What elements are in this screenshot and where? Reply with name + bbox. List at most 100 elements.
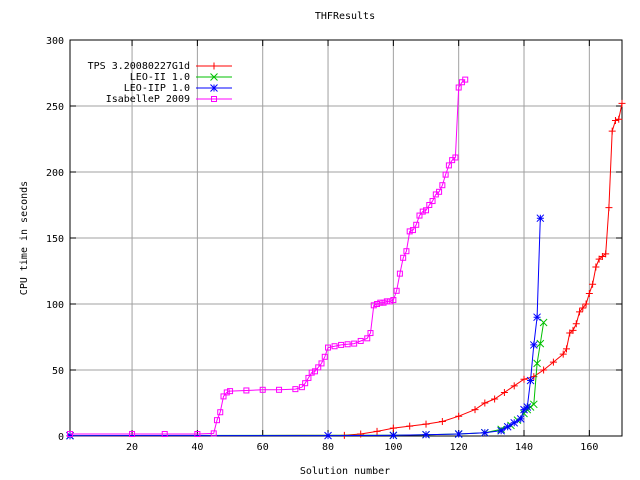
- data-point: [373, 427, 381, 435]
- data-point: [540, 366, 548, 374]
- data-point: [533, 359, 541, 368]
- data-point: [529, 341, 538, 349]
- data-point: [357, 337, 364, 344]
- data-point: [389, 424, 397, 432]
- data-point: [413, 221, 420, 228]
- tick-labels: 20 40 60 80 100 120 140 160 0 50 100 150 200 250 300: [46, 36, 598, 453]
- data-point: [455, 84, 462, 91]
- data-point: [539, 318, 548, 327]
- data-point: [305, 374, 312, 381]
- data-point: [523, 403, 532, 411]
- data-point: [559, 350, 567, 358]
- data-point: [516, 414, 525, 423]
- data-point: [503, 422, 512, 431]
- data-point: [618, 99, 626, 107]
- data-point: [67, 431, 73, 438]
- data-point: [592, 263, 600, 271]
- data-point: [419, 208, 426, 215]
- data-point: [423, 207, 430, 214]
- data-point: [585, 289, 593, 297]
- legend-entry: TPS 3.20080227G1d: [88, 61, 232, 72]
- data-point: [426, 202, 433, 208]
- data-point: [536, 339, 545, 348]
- legend-entry: LEO-II 1.0: [130, 72, 232, 83]
- data-point: [217, 409, 224, 416]
- data-point: [161, 431, 168, 438]
- data-point: [223, 389, 230, 396]
- data-point: [380, 299, 387, 306]
- data-point: [344, 341, 351, 348]
- legend-marker: [210, 73, 218, 81]
- data-point: [582, 300, 590, 308]
- x-tick-label: 100: [384, 442, 402, 453]
- data-point: [393, 287, 400, 294]
- data-point: [615, 115, 623, 123]
- data-point: [526, 376, 535, 385]
- data-point: [364, 335, 371, 342]
- data-point: [389, 431, 398, 440]
- x-tick-label: 20: [126, 442, 138, 453]
- y-tick-label: 200: [46, 168, 64, 179]
- data-point: [549, 358, 557, 366]
- data-point: [259, 386, 266, 393]
- data-point: [576, 308, 584, 316]
- data-point: [452, 154, 459, 161]
- data-point: [227, 388, 234, 395]
- data-point: [572, 320, 580, 328]
- data-point: [390, 297, 397, 304]
- data-point: [321, 353, 328, 360]
- data-point: [210, 430, 217, 437]
- x-tick-label: 160: [580, 442, 598, 453]
- data-point: [436, 188, 443, 195]
- chart-title: THFResults: [315, 11, 375, 22]
- data-point: [409, 227, 416, 234]
- data-point: [602, 250, 610, 258]
- data-point: [529, 400, 538, 409]
- data-point: [429, 198, 436, 205]
- legend-entry: LEO-IIP 1.0: [124, 83, 232, 94]
- data-point: [220, 393, 227, 400]
- data-point: [331, 343, 338, 350]
- data-point: [455, 412, 463, 420]
- data-point: [243, 387, 250, 394]
- data-point: [562, 345, 570, 353]
- data-point: [406, 422, 414, 430]
- data-point: [129, 431, 136, 438]
- data-point: [194, 431, 201, 438]
- x-tick-label: 80: [322, 442, 334, 453]
- data-point: [311, 368, 318, 375]
- data-point: [338, 341, 345, 348]
- x-axis-label: Solution number: [300, 466, 390, 477]
- data-point: [480, 428, 489, 437]
- data-point: [442, 171, 449, 178]
- legend-marker: [210, 62, 218, 70]
- data-point: [569, 326, 577, 334]
- data-point: [66, 431, 74, 440]
- data-point: [510, 382, 518, 390]
- series-3: [66, 214, 545, 440]
- data-point: [422, 420, 430, 428]
- data-point: [351, 340, 358, 347]
- legend-marker: [210, 84, 218, 92]
- data-point: [400, 254, 407, 261]
- y-tick-label: 300: [46, 36, 64, 47]
- x-tick-label: 40: [191, 442, 203, 453]
- data-point: [536, 214, 545, 223]
- series-line: [69, 218, 541, 437]
- legend-label: LEO-II 1.0: [130, 72, 190, 83]
- data-point: [325, 344, 332, 351]
- legend-label: LEO-IIP 1.0: [124, 83, 190, 94]
- data-point: [276, 386, 283, 393]
- data-point: [318, 360, 325, 367]
- data-point: [520, 375, 528, 383]
- data-point: [445, 162, 452, 169]
- data-point: [510, 418, 519, 427]
- data-point: [500, 388, 508, 396]
- data-point: [608, 127, 616, 135]
- data-point: [471, 406, 479, 414]
- x-tick-label: 140: [515, 442, 533, 453]
- legend-entry: IsabelleP 2009: [106, 94, 232, 105]
- data-point: [396, 270, 403, 277]
- series-2: [66, 318, 548, 440]
- data-point: [403, 248, 410, 255]
